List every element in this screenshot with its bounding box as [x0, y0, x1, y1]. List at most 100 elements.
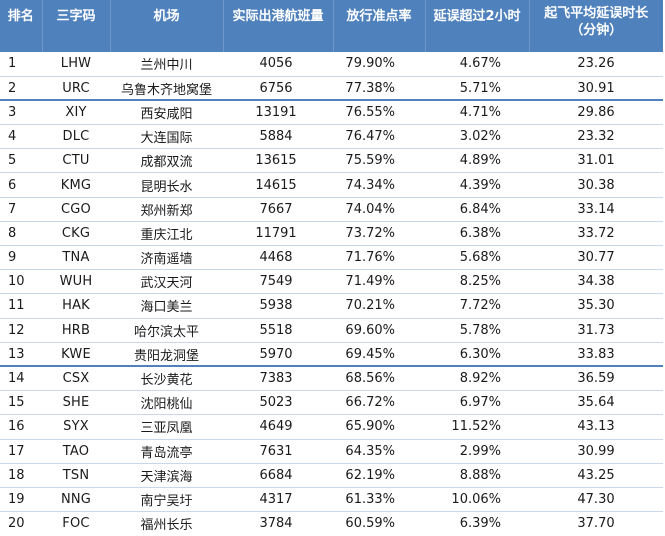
table-row: 14 CSX 长沙黄花 7383 68.56% 8.92% 36.59 — [0, 365, 663, 392]
cell-ontime-rate: 61.33% — [333, 487, 425, 513]
cell-ontime-rate: 79.90% — [333, 52, 425, 77]
cell-ontime-rate: 73.72% — [333, 221, 425, 247]
cell-ontime-rate: 65.90% — [333, 414, 425, 440]
cell-departures: 5970 — [223, 342, 333, 367]
cell-delay-over-2h: 4.89% — [425, 148, 529, 174]
cell-airport: 西安咸阳 — [110, 99, 223, 126]
cell-ontime-rate: 74.04% — [333, 197, 425, 222]
cell-departures: 5023 — [223, 390, 333, 416]
cell-code: CKG — [42, 221, 110, 247]
table-row: 16 SYX 三亚凤凰 4649 65.90% 11.52% 43.13 — [0, 414, 663, 440]
table-row: 12 HRB 哈尔滨太平 5518 69.60% 5.78% 31.73 — [0, 318, 663, 343]
table-row: 3 XIY 西安咸阳 13191 76.55% 4.71% 29.86 — [0, 99, 663, 126]
cell-airport: 长沙黄花 — [110, 365, 223, 392]
cell-departures: 7383 — [223, 365, 333, 392]
cell-delay-over-2h: 11.52% — [425, 414, 529, 440]
header-row: 排名 三字码 机场 实际出港航班量 放行准点率 延误超过2小时 起飞平均延误时长… — [0, 0, 663, 52]
cell-delay-over-2h: 3.02% — [425, 124, 529, 150]
cell-airport: 兰州中川 — [110, 52, 223, 77]
cell-airport: 郑州新郑 — [110, 197, 223, 222]
cell-ontime-rate: 69.45% — [333, 342, 425, 367]
cell-avg-delay: 30.38 — [529, 172, 663, 198]
cell-airport: 天津滨海 — [110, 463, 223, 488]
table-row: 18 TSN 天津滨海 6684 62.19% 8.88% 43.25 — [0, 463, 663, 488]
cell-code: SHE — [42, 390, 110, 416]
header-departures: 实际出港航班量 — [223, 0, 334, 52]
cell-airport: 大连国际 — [110, 124, 223, 150]
cell-delay-over-2h: 4.67% — [425, 52, 529, 77]
cell-delay-over-2h: 10.06% — [425, 487, 529, 513]
header-delay-over-2h: 延误超过2小时 — [425, 0, 530, 52]
cell-avg-delay: 31.01 — [529, 148, 663, 174]
cell-departures: 5884 — [223, 124, 333, 150]
cell-delay-over-2h: 6.38% — [425, 221, 529, 247]
cell-departures: 6684 — [223, 463, 333, 488]
cell-code: TSN — [42, 463, 110, 488]
table-row: 8 CKG 重庆江北 11791 73.72% 6.38% 33.72 — [0, 221, 663, 247]
cell-ontime-rate: 69.60% — [333, 318, 425, 343]
cell-avg-delay: 34.38 — [529, 269, 663, 295]
header-ontime-rate: 放行准点率 — [333, 0, 426, 52]
cell-code: CTU — [42, 148, 110, 174]
cell-delay-over-2h: 6.39% — [459, 516, 501, 532]
cell-airport: 青岛流亭 — [110, 439, 223, 464]
table-body: 1 LHW 兰州中川 4056 79.90% 4.67% 23.26 2 URC 乌鲁木齐地窝堡 6… — [0, 52, 663, 536]
cell-airport: 武汉天河 — [110, 269, 223, 295]
cell-ontime-rate: 74.34% — [333, 172, 425, 198]
cell-ontime-rate: 77.38% — [333, 76, 425, 101]
cell-code: CSX — [42, 365, 110, 392]
cell-departures: 7549 — [223, 269, 333, 295]
cell-rank: 6 — [0, 172, 42, 198]
cell-delay-over-2h: 2.99% — [425, 439, 529, 464]
cell-avg-delay: 30.91 — [529, 76, 663, 101]
cell-ontime-rate: 71.49% — [333, 269, 425, 295]
header-avg-delay-line1: 起飞平均延误时长 — [544, 6, 649, 21]
cell-code: FOC — [62, 516, 90, 532]
cell-code: CGO — [42, 197, 110, 222]
cell-code: LHW — [42, 52, 110, 77]
cell-airport: 济南遥墙 — [110, 245, 223, 271]
cell-delay-over-2h: 4.71% — [425, 99, 529, 126]
cell-code: XIY — [42, 99, 110, 126]
cell-rank: 14 — [0, 365, 42, 392]
cell-delay-over-2h: 7.72% — [425, 293, 529, 319]
cell-airport: 成都双流 — [110, 148, 223, 174]
header-rank: 排名 — [0, 0, 43, 52]
cell-rank: 12 — [0, 318, 42, 343]
cell-airport: 昆明长水 — [110, 172, 223, 198]
cell-code: TNA — [42, 245, 110, 271]
cell-avg-delay: 43.25 — [529, 463, 663, 488]
cell-code: NNG — [42, 487, 110, 513]
cell-ontime-rate: 70.21% — [333, 293, 425, 319]
cell-departures: 14615 — [223, 172, 333, 198]
cell-code: HAK — [42, 293, 110, 319]
cell-ontime-rate: 66.72% — [333, 390, 425, 416]
cell-avg-delay: 30.77 — [529, 245, 663, 271]
table-row: 1 LHW 兰州中川 4056 79.90% 4.67% 23.26 — [0, 52, 663, 77]
table-row: 13 KWE 贵阳龙洞堡 5970 69.45% 6.30% 33.83 — [0, 342, 663, 367]
cell-rank: 7 — [0, 197, 42, 222]
cell-code: KWE — [42, 342, 110, 367]
cell-code: DLC — [42, 124, 110, 150]
table-row: 11 HAK 海口美兰 5938 70.21% 7.72% 35.30 — [0, 293, 663, 319]
cell-rank: 16 — [0, 414, 42, 440]
cell-departures: 5518 — [223, 318, 333, 343]
cell-code: KMG — [42, 172, 110, 198]
cell-airport: 哈尔滨太平 — [110, 318, 223, 343]
cell-rank: 4 — [0, 124, 42, 150]
cell-departures: 4317 — [223, 487, 333, 513]
cell-avg-delay: 31.73 — [529, 318, 663, 343]
table-row: 5 CTU 成都双流 13615 75.59% 4.89% 31.01 — [0, 148, 663, 174]
cell-airport: 贵阳龙洞堡 — [110, 342, 223, 367]
cell-avg-delay: 33.83 — [529, 342, 663, 367]
cell-avg-delay: 43.13 — [529, 414, 663, 440]
table-row: 4 DLC 大连国际 5884 76.47% 3.02% 23.32 — [0, 124, 663, 150]
table-row: 10 WUH 武汉天河 7549 71.49% 8.25% 34.38 — [0, 269, 663, 295]
cell-rank: 13 — [0, 342, 42, 367]
cell-departures: 5938 — [223, 293, 333, 319]
cell-code: WUH — [42, 269, 110, 295]
cell-delay-over-2h: 4.39% — [425, 172, 529, 198]
cell-departures: 3784 — [259, 516, 293, 532]
cell-avg-delay: 37.70 — [577, 516, 615, 532]
